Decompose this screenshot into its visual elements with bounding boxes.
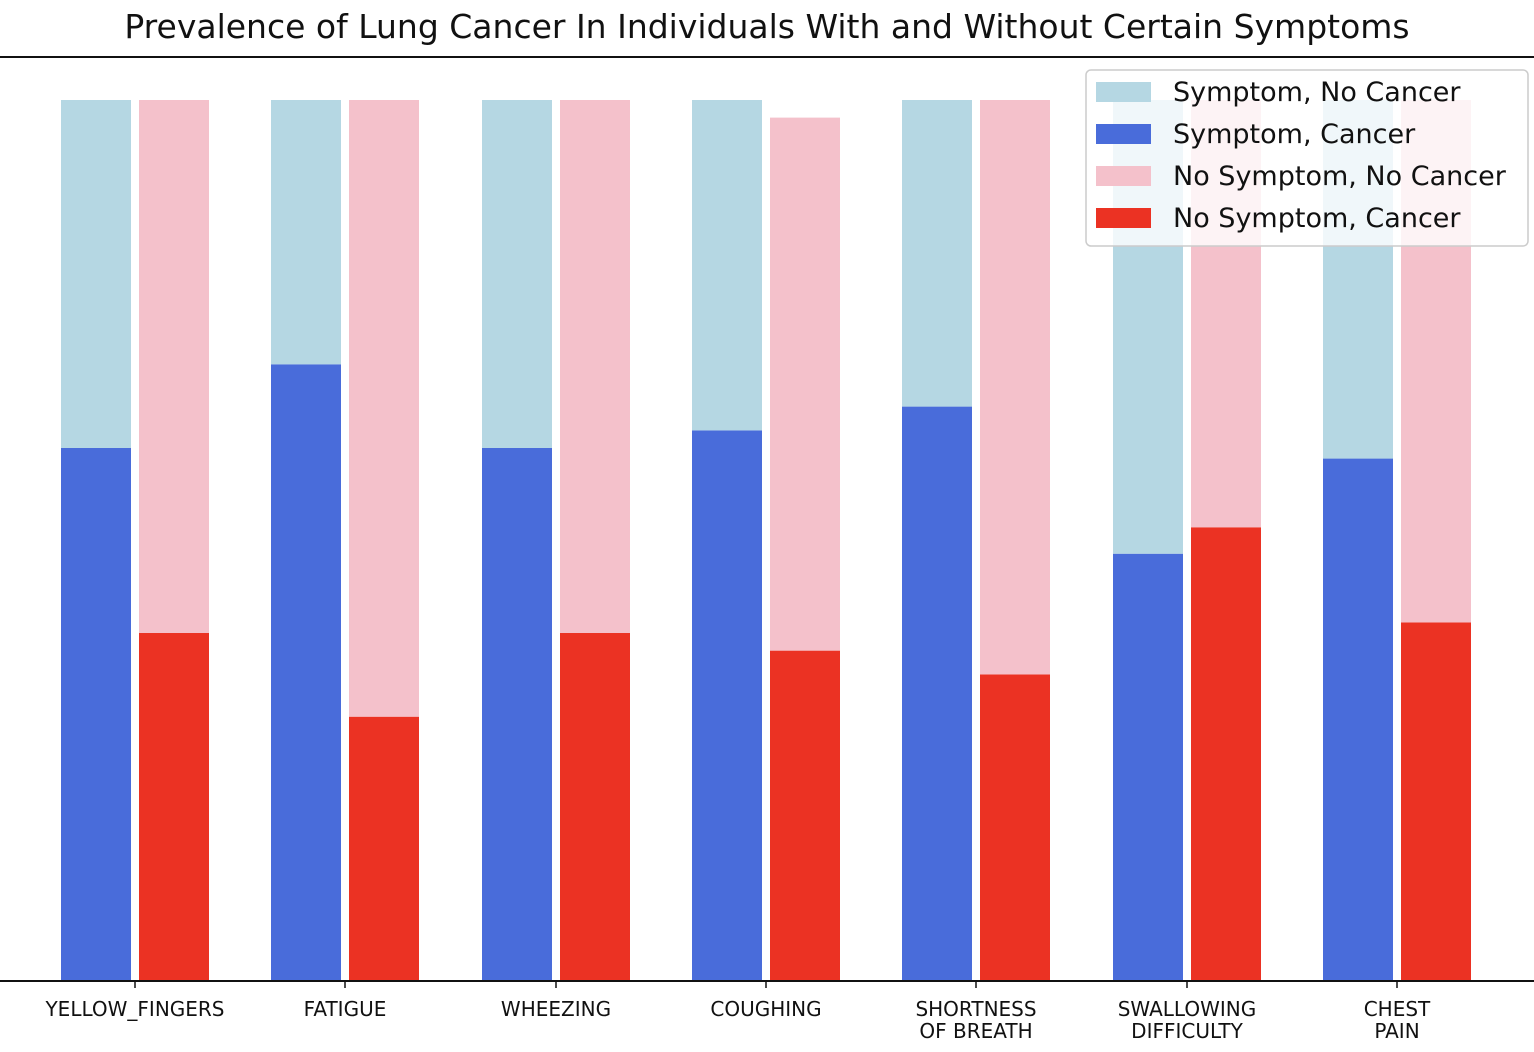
legend-swatch-no-symptom-cancer — [1096, 208, 1151, 228]
bar-shortness-of-breath-symptom-cancer — [902, 406, 972, 981]
x-tick-label: SWALLOWING — [1118, 997, 1257, 1021]
bar-fatigue-no-symptom-no-cancer — [349, 100, 419, 717]
legend-frame — [1085, 69, 1529, 247]
bar-fatigue-symptom-no-cancer — [271, 100, 341, 365]
legend-swatch-symptom-no-cancer — [1096, 82, 1151, 102]
bar-coughing-no-symptom-no-cancer — [770, 117, 840, 651]
legend-label-symptom-no-cancer: Symptom, No Cancer — [1173, 77, 1461, 108]
bar-chest-pain-no-symptom-cancer — [1401, 622, 1471, 981]
chart-title: Prevalence of Lung Cancer In Individuals… — [124, 7, 1410, 46]
bar-fatigue-no-symptom-cancer — [349, 716, 419, 981]
x-tick-label: OF BREATH — [919, 1019, 1032, 1043]
x-tick-label: SHORTNESS — [915, 997, 1036, 1021]
bar-yellow-fingers-no-symptom-cancer — [139, 633, 209, 981]
bar-swallowing-difficulty-no-symptom-cancer — [1191, 527, 1261, 981]
x-ticks-group: YELLOW_FINGERS FATIGUE WHEEZING COUGHING SHO… — [44, 981, 1431, 1043]
x-tick-label: FATIGUE — [304, 997, 387, 1021]
x-tick-label: COUGHING — [710, 997, 821, 1021]
bar-shortness-of-breath-no-symptom-no-cancer — [980, 100, 1050, 675]
x-tick-label: CHEST — [1364, 997, 1431, 1021]
legend-swatch-no-symptom-no-cancer — [1096, 166, 1151, 186]
bar-wheezing-symptom-cancer — [482, 447, 552, 981]
legend-label-no-symptom-cancer: No Symptom, Cancer — [1173, 203, 1461, 234]
x-tick-label: WHEEZING — [501, 997, 611, 1021]
x-tick-label: YELLOW_FINGERS — [44, 997, 224, 1021]
bar-coughing-symptom-cancer — [692, 430, 762, 981]
bar-yellow-fingers-symptom-no-cancer — [61, 100, 131, 448]
legend-swatch-symptom-cancer — [1096, 124, 1151, 144]
bar-shortness-of-breath-symptom-no-cancer — [902, 100, 972, 407]
legend[interactable]: Symptom, No Cancer Symptom, Cancer No Symp… — [1085, 69, 1529, 247]
bar-coughing-no-symptom-cancer — [770, 650, 840, 981]
bar-swallowing-difficulty-symptom-cancer — [1113, 553, 1183, 981]
bar-coughing-symptom-no-cancer — [692, 100, 762, 431]
legend-label-symptom-cancer: Symptom, Cancer — [1173, 119, 1416, 150]
bar-wheezing-symptom-no-cancer — [482, 100, 552, 448]
bar-yellow-fingers-symptom-cancer — [61, 447, 131, 981]
x-tick-label: DIFFICULTY — [1131, 1019, 1243, 1043]
bar-fatigue-symptom-cancer — [271, 364, 341, 981]
x-tick-label: PAIN — [1374, 1019, 1419, 1043]
bars-group — [61, 100, 1471, 981]
bar-chest-pain-symptom-cancer — [1323, 458, 1393, 981]
bar-wheezing-no-symptom-no-cancer — [560, 100, 630, 634]
bar-wheezing-no-symptom-cancer — [560, 633, 630, 981]
bar-shortness-of-breath-no-symptom-cancer — [980, 674, 1050, 981]
legend-label-no-symptom-no-cancer: No Symptom, No Cancer — [1173, 161, 1507, 192]
bar-yellow-fingers-no-symptom-no-cancer — [139, 100, 209, 634]
